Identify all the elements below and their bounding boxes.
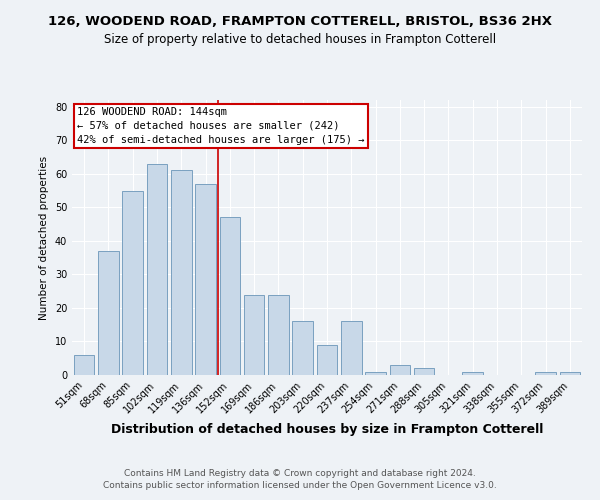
Text: Size of property relative to detached houses in Frampton Cotterell: Size of property relative to detached ho…: [104, 32, 496, 46]
Bar: [146, 164, 167, 375]
Y-axis label: Number of detached properties: Number of detached properties: [39, 156, 49, 320]
Text: Contains HM Land Registry data © Crown copyright and database right 2024.: Contains HM Land Registry data © Crown c…: [124, 468, 476, 477]
Bar: [171, 170, 191, 375]
Text: 126, WOODEND ROAD, FRAMPTON COTTERELL, BRISTOL, BS36 2HX: 126, WOODEND ROAD, FRAMPTON COTTERELL, B…: [48, 15, 552, 28]
Bar: [292, 322, 313, 375]
Bar: [414, 368, 434, 375]
Bar: [268, 294, 289, 375]
Bar: [535, 372, 556, 375]
Text: 126 WOODEND ROAD: 144sqm
← 57% of detached houses are smaller (242)
42% of semi-: 126 WOODEND ROAD: 144sqm ← 57% of detach…: [77, 107, 365, 145]
Bar: [220, 218, 240, 375]
Bar: [122, 190, 143, 375]
Bar: [341, 322, 362, 375]
Bar: [389, 365, 410, 375]
X-axis label: Distribution of detached houses by size in Frampton Cotterell: Distribution of detached houses by size …: [111, 423, 543, 436]
Text: Contains public sector information licensed under the Open Government Licence v3: Contains public sector information licen…: [103, 481, 497, 490]
Bar: [463, 372, 483, 375]
Bar: [98, 251, 119, 375]
Bar: [74, 355, 94, 375]
Bar: [195, 184, 216, 375]
Bar: [365, 372, 386, 375]
Bar: [244, 294, 265, 375]
Bar: [317, 345, 337, 375]
Bar: [560, 372, 580, 375]
